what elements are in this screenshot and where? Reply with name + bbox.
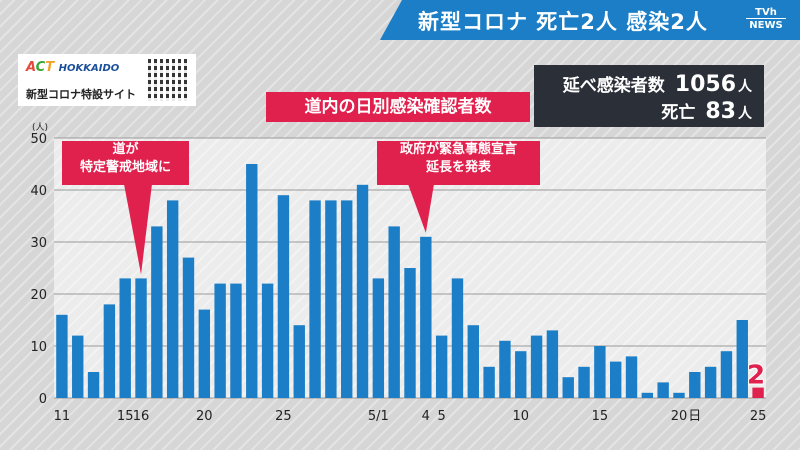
y-tick-label: 50	[30, 132, 47, 147]
promo-banner[interactable]: ACT HOKKAIDO 新型コロナ特設サイト	[18, 54, 196, 106]
stats-panel: 延べ感染者数 1056 人 死亡 83 人	[534, 65, 764, 127]
bar	[135, 278, 147, 398]
x-tick-label: 15	[592, 409, 609, 424]
headline: 新型コロナ 死亡2人 感染2人	[418, 10, 708, 34]
bar	[578, 366, 590, 398]
highlight-data-label: 2	[747, 361, 765, 391]
bar	[594, 346, 606, 398]
x-tick-label: 16	[133, 409, 150, 424]
y-axis-label: (人)	[32, 122, 48, 133]
x-tick-label: 5/1	[368, 409, 389, 424]
x-tick-label: 20	[671, 409, 688, 424]
bar	[87, 372, 100, 398]
bar	[198, 309, 211, 398]
bar	[435, 335, 448, 398]
callout-right-line2: 延長を発表	[425, 160, 491, 175]
y-tick-label: 30	[30, 236, 47, 251]
bar	[325, 200, 337, 398]
stat-deaths-label: 死亡	[661, 103, 696, 123]
bar	[166, 200, 179, 398]
bar	[119, 278, 131, 398]
bar	[261, 283, 274, 398]
bar	[182, 257, 195, 398]
x-tick-label: 25	[750, 409, 767, 424]
bar	[641, 392, 654, 398]
brand-region: HOKKAIDO	[58, 63, 120, 74]
bar	[720, 351, 733, 398]
bar	[356, 184, 369, 398]
y-tick-label: 10	[30, 340, 47, 355]
bar	[388, 226, 400, 398]
bar	[515, 351, 527, 398]
bar	[372, 278, 385, 398]
bar	[277, 195, 290, 398]
x-tick-label: 25	[275, 409, 292, 424]
x-tick-label: 20	[196, 409, 213, 424]
bar	[246, 164, 258, 398]
qr-code-icon[interactable]	[148, 59, 190, 101]
stat-cumulative-label: 延べ感染者数	[562, 76, 665, 96]
x-tick-label: 日	[688, 409, 701, 424]
bar	[625, 356, 638, 398]
bar	[609, 361, 622, 398]
station-logo: TVh NEWS	[746, 7, 786, 35]
callout-left-line2: 特定警戒地域に	[79, 160, 171, 175]
stat-cumulative-value: 1056	[674, 72, 736, 97]
bar	[562, 377, 574, 398]
bar	[293, 325, 305, 398]
brand-letter-c: C	[35, 60, 46, 75]
bar	[309, 200, 321, 398]
bar	[689, 372, 701, 398]
bar	[752, 387, 764, 398]
bar	[103, 304, 116, 398]
bar	[467, 325, 479, 398]
stat-deaths-unit: 人	[738, 106, 752, 122]
y-tick-label: 40	[30, 184, 47, 199]
bar	[673, 392, 685, 398]
bar	[546, 330, 559, 398]
bar	[230, 283, 242, 398]
brand-letter-a: A	[26, 60, 36, 75]
bar	[56, 314, 68, 398]
logo-bottom-text: NEWS	[749, 20, 783, 31]
y-tick-label: 20	[30, 288, 47, 303]
bar	[530, 335, 543, 398]
callout-pointer	[408, 184, 434, 233]
x-tick-label: 4	[422, 409, 430, 424]
stat-deaths-value: 83	[705, 99, 736, 124]
bar	[420, 236, 432, 398]
stat-deaths: 死亡 83 人	[661, 98, 752, 124]
callout-left-line1: 道が	[112, 142, 139, 157]
bar	[151, 226, 163, 398]
logo-top-text: TVh	[746, 7, 786, 19]
promo-brand: ACT HOKKAIDO	[26, 60, 119, 75]
x-tick-label: 5	[438, 409, 446, 424]
bar	[451, 278, 464, 398]
callout-pointer	[124, 184, 152, 275]
bar	[404, 268, 416, 398]
x-tick-label: 15	[117, 409, 134, 424]
stat-cumulative-unit: 人	[738, 79, 752, 95]
bar	[736, 320, 748, 398]
bar	[72, 335, 84, 398]
y-tick-label: 0	[39, 392, 47, 407]
bar	[657, 382, 669, 398]
x-tick-label: 10	[512, 409, 529, 424]
stat-cumulative: 延べ感染者数 1056 人	[563, 71, 752, 97]
callout-left: 道が 特定警戒地域に	[62, 141, 189, 185]
brand-letter-t: T	[45, 60, 55, 75]
chart-title: 道内の日別感染確認者数	[266, 92, 530, 122]
bar	[499, 340, 511, 398]
callout-right-line1: 政府が緊急事態宣言	[399, 142, 517, 157]
bar	[341, 200, 353, 398]
callout-right: 政府が緊急事態宣言 延長を発表	[377, 141, 540, 185]
bar	[214, 283, 226, 398]
bar	[704, 366, 717, 398]
bar	[483, 366, 495, 398]
header-banner	[380, 0, 800, 40]
promo-site-label: 新型コロナ特設サイト	[26, 88, 136, 101]
x-tick-label: 11	[54, 409, 71, 424]
